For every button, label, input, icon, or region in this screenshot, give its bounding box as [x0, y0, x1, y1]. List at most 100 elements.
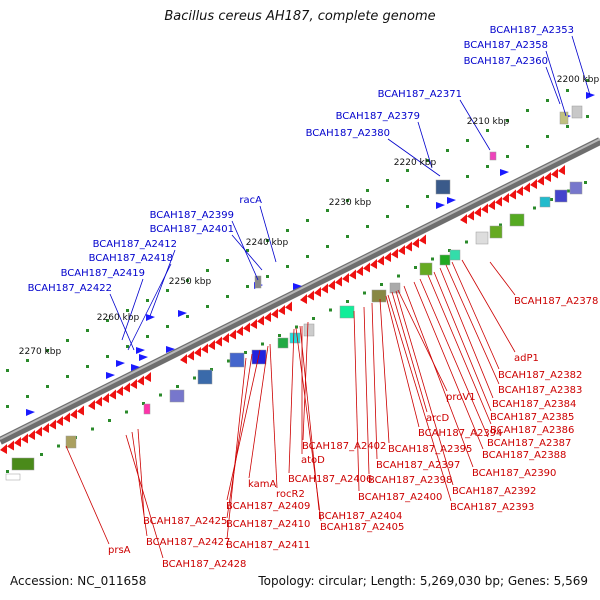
- reverse-gene-arrow: [271, 308, 278, 319]
- gene-label-bcah187-a2410: BCAH187_A2410: [226, 519, 310, 530]
- leader-line-bcah187-a2388: [413, 281, 484, 450]
- feature-box: [439, 254, 451, 266]
- tick-dot-outer-2: [586, 79, 589, 82]
- leader-line-bcah187-a2379: [417, 121, 433, 169]
- reverse-gene-arrow: [250, 319, 257, 329]
- scale-label-2220-kbp: 2220 kbp: [394, 158, 437, 168]
- leader-line-bcah187-a2353: [571, 35, 591, 96]
- gene-label-bcah187-a2418: BCAH187_A2418: [89, 253, 173, 264]
- reverse-gene-arrow: [523, 182, 530, 193]
- reverse-gene-arrow: [544, 172, 551, 182]
- feature-box: [489, 151, 497, 161]
- tick-dot-inner: [312, 317, 315, 320]
- tick-dot-outer-2: [306, 219, 309, 222]
- reverse-gene-arrow: [243, 322, 250, 333]
- tick-dot-inner: [550, 198, 553, 201]
- tick-dot-inner: [414, 266, 417, 269]
- tick-dot-outer-2: [166, 289, 169, 292]
- reverse-gene-arrow: [264, 312, 271, 322]
- reverse-gene-arrow: [391, 248, 398, 259]
- leader-line-bcah187-a2371: [459, 99, 491, 151]
- leader-line-bcah187-a2390: [403, 285, 474, 468]
- leader-line-bcah187-a2387: [419, 278, 489, 438]
- tick-dot-outer-1: [366, 225, 369, 228]
- tick-dot-inner: [346, 300, 349, 303]
- leader-line-bcah187-a2384: [439, 267, 494, 399]
- tick-dot-inner: [227, 359, 230, 363]
- reverse-gene-arrow: [363, 262, 370, 273]
- tick-dot-outer-1: [386, 215, 389, 218]
- reverse-gene-arrow: [21, 433, 28, 444]
- tick-dot-outer-2: [406, 169, 409, 172]
- gene-label-bcah187-a2394: BCAH187_A2394: [418, 428, 502, 439]
- tick-dot-inner: [329, 308, 332, 312]
- reverse-gene-arrow: [70, 409, 77, 419]
- reverse-gene-arrow: [215, 336, 222, 347]
- reverse-gene-arrow: [95, 396, 102, 407]
- gene-label-bcah187-a2371: BCAH187_A2371: [378, 89, 462, 100]
- tick-dot-outer-1: [426, 195, 429, 198]
- gene-label-bcah187-a2425: BCAH187_A2425: [143, 516, 227, 527]
- tick-dot-outer-2: [426, 159, 429, 162]
- tick-dot-inner: [125, 410, 128, 414]
- tick-dot-outer-1: [206, 305, 209, 308]
- reverse-gene-arrow: [551, 168, 558, 179]
- forward-gene-marker: [131, 364, 140, 371]
- gene-label-bcah187-a2388: BCAH187_A2388: [482, 450, 566, 461]
- tick-dot-outer-2: [26, 359, 29, 362]
- leader-line-bcah187-a2411: [226, 357, 247, 540]
- gene-label-bcah187-a2358: BCAH187_A2358: [464, 40, 548, 51]
- tick-dot-outer-1: [486, 165, 489, 168]
- feature-box: [169, 389, 185, 403]
- accession-text: Accession: NC_011658: [10, 574, 147, 588]
- reverse-gene-arrow: [558, 165, 565, 175]
- reverse-gene-arrow: [49, 419, 56, 430]
- label-leader-lines: [65, 35, 591, 559]
- gene-label-bcah187-a2386: BCAH187_A2386: [490, 425, 574, 436]
- feature-box: [449, 249, 461, 261]
- reverse-gene-arrow: [208, 340, 215, 350]
- reverse-gene-arrow: [7, 440, 14, 451]
- scale-label-2260-kbp: 2260 kbp: [97, 313, 140, 323]
- gene-label-adp1: adP1: [514, 353, 539, 364]
- tick-dot-outer-1: [26, 395, 29, 398]
- reverse-gene-arrow: [102, 393, 109, 403]
- leader-line-bcah187-a2401: [231, 234, 263, 271]
- summary-text: Topology: circular; Length: 5,269,030 bp…: [258, 574, 588, 588]
- leader-line-bcah187-a2386: [427, 274, 492, 425]
- tick-dot-inner: [533, 206, 536, 210]
- reverse-gene-arrow: [412, 238, 419, 248]
- reverse-gene-arrow: [229, 329, 236, 340]
- tick-dot-outer-1: [326, 245, 329, 248]
- reverse-gene-arrow: [335, 276, 342, 287]
- reverse-gene-arrow: [180, 354, 187, 364]
- gene-label-bcah187-a2409: BCAH187_A2409: [226, 501, 310, 512]
- gene-label-bcah187-a2382: BCAH187_A2382: [498, 370, 582, 381]
- leader-line-prsa: [65, 445, 110, 545]
- reverse-gene-arrow: [474, 207, 481, 217]
- reverse-gene-arrow: [56, 416, 63, 426]
- gene-label-bcah187-a2399: BCAH187_A2399: [150, 210, 234, 221]
- tick-dot-inner: [210, 368, 213, 371]
- gene-label-bcah187-a2353: BCAH187_A2353: [490, 25, 574, 36]
- reverse-gene-arrow: [285, 301, 292, 312]
- reverse-gene-arrow: [144, 372, 151, 382]
- gene-label-bcah187-a2406: BCAH187_A2406: [288, 474, 372, 485]
- tick-dot-outer-2: [246, 249, 249, 252]
- gene-label-atod: atoD: [301, 455, 325, 466]
- tick-dot-outer-2: [106, 319, 109, 322]
- gene-label-prsa: prsA: [108, 545, 131, 556]
- forward-gene-marker: [293, 283, 302, 290]
- tick-dot-outer-1: [586, 115, 589, 118]
- reverse-gene-arrow: [35, 426, 42, 437]
- gene-label-bcah187-a2397: BCAH187_A2397: [376, 460, 460, 471]
- scale-label-2270-kbp: 2270 kbp: [19, 347, 62, 357]
- gene-label-bcah187-a2378: BCAH187_A2378: [514, 296, 598, 307]
- reverse-gene-arrow: [130, 379, 137, 389]
- leader-line-bcah187-a2360: [545, 66, 561, 105]
- feature-box: [371, 289, 387, 303]
- tick-dot-outer-2: [506, 119, 509, 122]
- feature-box: [143, 403, 151, 415]
- reverse-gene-arrow: [0, 444, 7, 454]
